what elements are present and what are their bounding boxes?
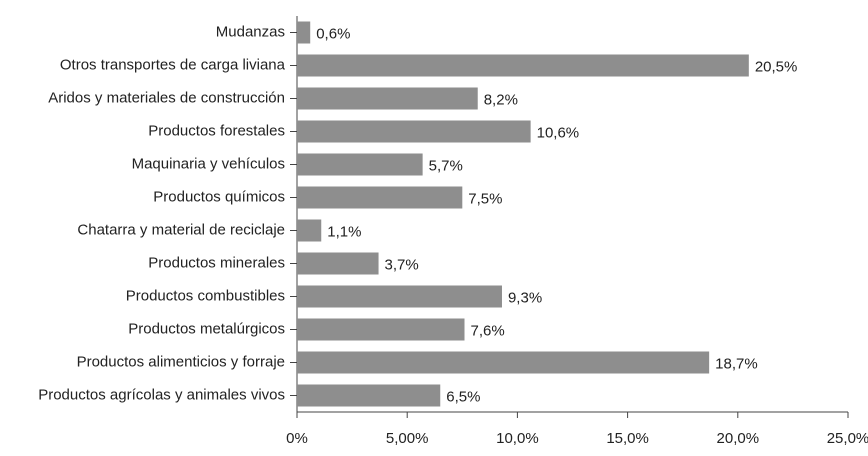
y-tick-label: Productos metalúrgicos — [128, 320, 285, 337]
value-label: 7,6% — [471, 322, 505, 339]
value-label: 8,2% — [484, 91, 518, 108]
bar — [297, 318, 465, 341]
y-tick-label: Productos agrícolas y animales vivos — [38, 386, 285, 403]
value-label: 5,7% — [429, 157, 463, 174]
bar — [297, 384, 441, 407]
value-label: 7,5% — [468, 190, 502, 207]
x-tick-label: 10,0% — [496, 430, 539, 447]
y-tick-label: Productos minerales — [148, 254, 285, 271]
bar — [297, 120, 531, 143]
value-label: 9,3% — [508, 289, 542, 306]
y-tick-label: Productos forestales — [148, 122, 285, 139]
bar — [297, 252, 379, 275]
bar — [297, 219, 322, 242]
x-tick-label: 0% — [286, 430, 308, 447]
y-tick-label: Productos alimenticios y forraje — [77, 353, 285, 370]
bar — [297, 21, 311, 44]
y-tick-label: Otros transportes de carga liviana — [60, 56, 286, 73]
value-label: 0,6% — [316, 25, 350, 42]
value-label: 18,7% — [715, 355, 758, 372]
value-label: 3,7% — [385, 256, 419, 273]
y-tick-label: Productos combustibles — [126, 287, 285, 304]
bar — [297, 186, 463, 209]
y-tick-label: Mudanzas — [216, 23, 285, 40]
bar — [297, 87, 478, 110]
value-label: 10,6% — [537, 124, 580, 141]
bar — [297, 285, 502, 308]
bar — [297, 54, 749, 77]
bar — [297, 153, 423, 176]
y-tick-label: Aridos y materiales de construcción — [48, 89, 285, 106]
x-tick-label: 25,0% — [827, 430, 868, 447]
x-tick-label: 20,0% — [717, 430, 760, 447]
x-tick-label: 15,0% — [606, 430, 649, 447]
x-tick-label: 5,00% — [386, 430, 429, 447]
value-label: 20,5% — [755, 58, 798, 75]
value-label: 6,5% — [446, 388, 480, 405]
y-tick-label: Productos químicos — [153, 188, 285, 205]
y-tick-label: Chatarra y material de reciclaje — [77, 221, 285, 238]
y-tick-label: Maquinaria y vehículos — [132, 155, 285, 172]
value-label: 1,1% — [327, 223, 361, 240]
bar — [297, 351, 710, 374]
